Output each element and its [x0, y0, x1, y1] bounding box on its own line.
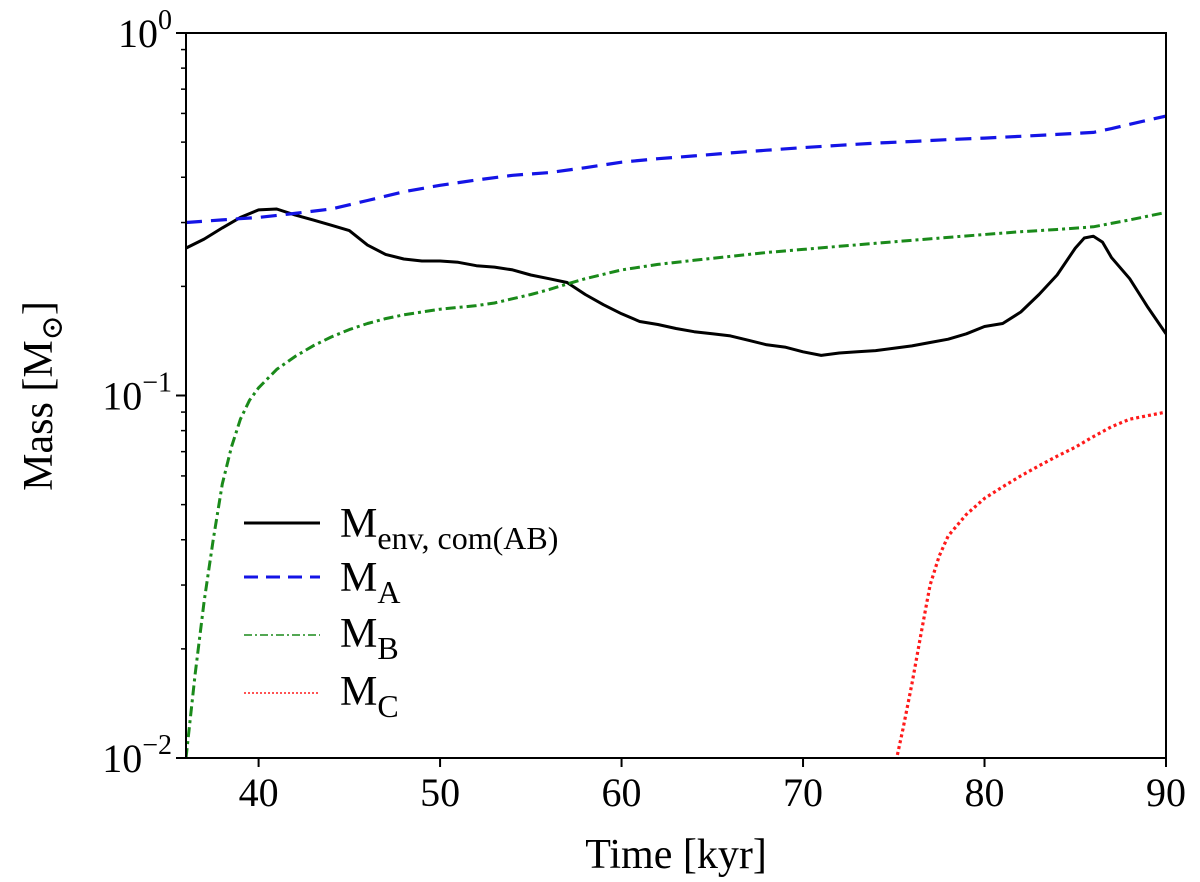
x-axis-label: Time [kyr] [585, 832, 767, 878]
y-tick-label-base: 10 [118, 11, 158, 56]
x-tick-label-80: 80 [965, 770, 1005, 815]
x-tick-label-40: 40 [239, 770, 279, 815]
legend-label-env-main: M [340, 501, 377, 547]
legend-label-a: MA [340, 555, 400, 610]
series-line-1 [186, 114, 1166, 225]
legend-entry-env: Menv, com(AB) [244, 501, 558, 556]
y-tick-label-1: 10−1 [102, 368, 172, 419]
y-tick-label-2: 100 [118, 5, 172, 56]
y-tick-label-base: 10 [102, 374, 142, 419]
legend-label-a-main: M [340, 555, 377, 601]
legend-entry-a: MA [244, 555, 400, 610]
x-tick-label-60: 60 [602, 770, 642, 815]
plot-area [186, 33, 1166, 758]
legend-entry-c: MC [244, 669, 399, 724]
y-axis-label-sub: ⊙ [36, 315, 69, 340]
x-tick-label-50: 50 [420, 770, 460, 815]
legend-label-c-sub: C [377, 688, 398, 724]
y-tick-label-base: 10 [102, 736, 142, 781]
legend-entry-b: MB [244, 611, 399, 666]
legend-label-env: Menv, com(AB) [340, 501, 558, 556]
y-tick-label-exp: 0 [158, 5, 172, 36]
legend-label-a-sub: A [377, 574, 400, 610]
series-line-0 [186, 207, 1166, 357]
y-tick-label-0: 10−2 [102, 730, 172, 781]
legend-label-b: MB [340, 611, 399, 666]
x-tick-label-90: 90 [1146, 770, 1186, 815]
legend-label-c: MC [340, 669, 399, 724]
legend: Menv, com(AB) MA MB MC [244, 501, 558, 724]
legend-label-c-main: M [340, 669, 377, 715]
series-layer [186, 114, 1166, 758]
legend-label-env-sub: env, com(AB) [377, 520, 558, 556]
legend-label-b-main: M [340, 611, 377, 657]
y-axis-label-close: ] [16, 301, 62, 315]
y-axis-label-main: Mass [M [16, 340, 62, 491]
x-tick-label-70: 70 [783, 770, 823, 815]
series-line-2 [186, 210, 1166, 758]
y-tick-label-exp: −1 [142, 368, 172, 399]
y-axis-label: Mass [M⊙] [16, 301, 69, 491]
legend-label-b-sub: B [377, 630, 398, 666]
y-tick-label-exp: −2 [142, 730, 172, 761]
